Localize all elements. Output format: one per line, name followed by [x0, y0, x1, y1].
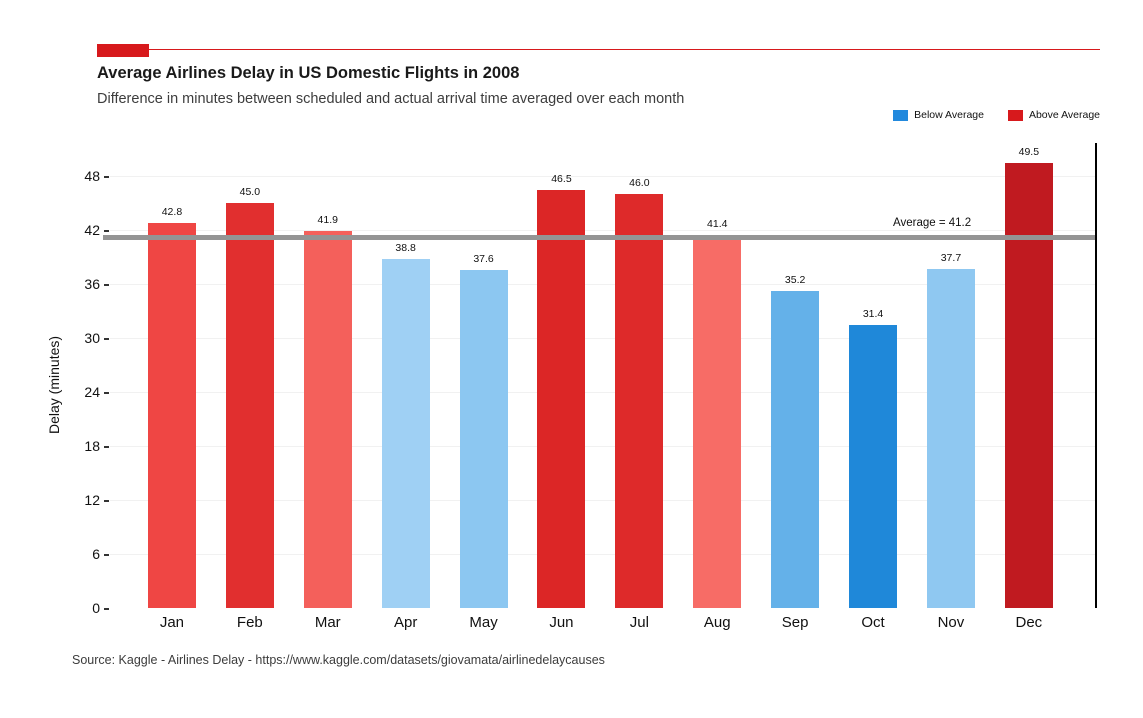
legend-item-below-average: Below Average	[893, 109, 984, 121]
accent-line	[149, 49, 1100, 50]
bar-apr[interactable]	[381, 258, 430, 608]
bar-sep[interactable]	[771, 291, 820, 608]
bar-oct[interactable]	[849, 325, 898, 608]
bar-feb[interactable]	[225, 203, 274, 608]
y-tick-label: 0	[92, 600, 100, 616]
y-tick-label: 42	[84, 222, 100, 238]
y-tick-label: 6	[92, 546, 100, 562]
bar-may[interactable]	[459, 269, 508, 608]
above-average-swatch	[1007, 109, 1023, 121]
bar-nov[interactable]	[926, 268, 975, 608]
x-tick-label-nov: Nov	[937, 614, 965, 631]
y-tick-mark	[104, 446, 109, 448]
y-tick-mark	[104, 284, 109, 286]
bar-value-label: 37.7	[940, 251, 962, 264]
bar-value-label: 35.2	[784, 274, 806, 287]
gridline	[110, 284, 1095, 285]
x-tick-label-may: May	[469, 614, 498, 631]
y-tick-mark	[104, 392, 109, 394]
bar-jul[interactable]	[615, 194, 664, 608]
gridline	[110, 392, 1095, 393]
x-tick-label-jul: Jul	[629, 614, 649, 631]
y-tick-label: 18	[84, 438, 100, 454]
legend: Below Average Above Average	[893, 109, 1100, 121]
legend-item-above-average: Above Average	[1007, 109, 1100, 121]
y-tick-mark	[104, 608, 109, 610]
x-tick-label-oct: Oct	[861, 614, 885, 631]
gridline	[110, 338, 1095, 339]
bar-mar[interactable]	[303, 230, 352, 608]
bar-value-label: 45.0	[239, 186, 261, 198]
bar-aug[interactable]	[693, 235, 742, 608]
gridline	[110, 176, 1095, 177]
x-tick-label-sep: Sep	[781, 614, 809, 631]
accent-block	[97, 44, 149, 57]
y-axis-label: Delay (minutes)	[46, 335, 62, 434]
right-axis-spine	[1095, 143, 1097, 608]
legend-label-above-average: Above Average	[1028, 109, 1100, 121]
y-tick-mark	[104, 338, 109, 340]
bar-jun[interactable]	[537, 189, 586, 608]
average-annotation: Average = 41.2	[893, 217, 972, 230]
x-tick-label-jun: Jun	[549, 614, 574, 631]
x-tick-label-apr: Apr	[393, 614, 418, 631]
source-text: Source: Kaggle - Airlines Delay - https:…	[72, 653, 605, 667]
y-tick-label: 24	[84, 384, 100, 400]
bar-value-label: 38.8	[395, 241, 416, 254]
x-tick-label-mar: Mar	[314, 614, 341, 631]
bar-value-label: 31.4	[862, 308, 884, 321]
y-tick-mark	[104, 230, 109, 232]
gridline	[110, 230, 1095, 231]
x-tick-label-jan: Jan	[159, 614, 185, 631]
bar-value-label: 41.4	[707, 218, 728, 231]
bar-value-label: 41.9	[317, 213, 338, 226]
y-tick-mark	[104, 176, 109, 178]
gridline	[110, 446, 1095, 447]
gridline	[110, 500, 1095, 501]
below-average-swatch	[893, 109, 909, 121]
x-tick-label-feb: Feb	[236, 614, 263, 631]
bar-value-label: 42.8	[161, 205, 183, 218]
bar-dec[interactable]	[1004, 162, 1053, 608]
y-tick-label: 12	[84, 492, 100, 508]
bar-value-label: 46.0	[629, 177, 650, 189]
bar-value-label: 49.5	[1018, 145, 1040, 158]
average-line	[103, 234, 1095, 240]
bar-value-label: 37.6	[473, 252, 494, 265]
legend-label-below-average: Below Average	[914, 109, 984, 121]
page-subtitle: Difference in minutes between scheduled …	[97, 91, 685, 107]
y-tick-label: 30	[84, 330, 100, 346]
x-tick-label-aug: Aug	[703, 614, 731, 631]
bar-value-label: 46.5	[551, 172, 572, 185]
x-tick-label-dec: Dec	[1015, 614, 1043, 631]
bar-jan[interactable]	[147, 222, 196, 608]
y-tick-label: 36	[84, 276, 100, 292]
page-title: Average Airlines Delay in US Domestic Fl…	[97, 64, 520, 82]
y-tick-label: 48	[84, 168, 100, 184]
y-tick-mark	[104, 500, 109, 502]
y-tick-mark	[104, 554, 109, 556]
gridline	[110, 554, 1095, 555]
